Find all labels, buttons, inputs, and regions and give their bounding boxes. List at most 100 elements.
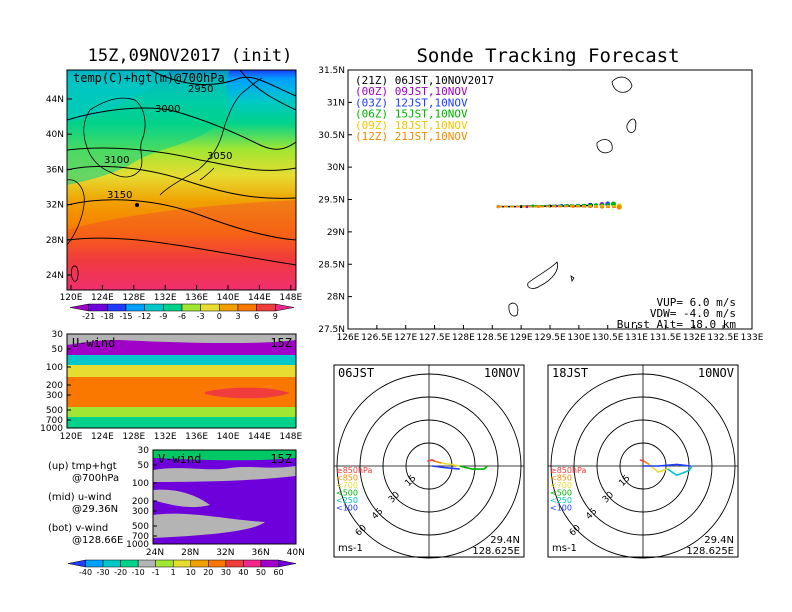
map-lon-label: 124E bbox=[91, 293, 114, 303]
wind-colorbar-label: 50 bbox=[256, 568, 266, 577]
track-legend-entry: (03Z) 12JST,10NOV bbox=[355, 96, 468, 109]
wind-colorbar-swatch bbox=[102, 559, 121, 568]
hodograph-level-legend: <700 bbox=[550, 481, 572, 490]
u-wind-core bbox=[205, 387, 290, 399]
note-bot: (bot) v-wind bbox=[48, 523, 108, 534]
v-wind-gray-2 bbox=[153, 489, 210, 508]
u-wind-lon-label: 148E bbox=[279, 432, 302, 442]
u-wind-pressure-label: 30 bbox=[52, 330, 64, 340]
u-wind-pressure-label: 700 bbox=[46, 416, 63, 426]
sonde-track-point bbox=[536, 205, 540, 209]
map-lon-label: 144E bbox=[248, 293, 271, 303]
track-lat-label: 30.5N bbox=[318, 131, 345, 141]
wind-colorbar-label: 20 bbox=[203, 568, 213, 577]
wind-colorbar-label: 60 bbox=[273, 568, 283, 577]
temperature-colorbar-swatch bbox=[275, 303, 295, 312]
note-bot-level: @128.66E bbox=[72, 535, 123, 546]
wind-colorbar-swatch bbox=[155, 559, 174, 568]
temperature-colorbar-swatch bbox=[256, 303, 276, 312]
sonde-track-point bbox=[525, 205, 529, 209]
wind-colorbar-label: -20 bbox=[114, 568, 127, 577]
map-lat-label: 40N bbox=[46, 130, 64, 140]
track-legend-entry: (00Z) 09JST,10NOV bbox=[355, 85, 468, 98]
temperature-colorbar-label: 3 bbox=[235, 312, 240, 321]
hodograph-wind-trace bbox=[434, 460, 442, 464]
map-lon-label: 136E bbox=[185, 293, 208, 303]
v-wind-lat-label: 28N bbox=[181, 548, 199, 558]
island-okinawa bbox=[508, 302, 519, 317]
sonde-track-point bbox=[600, 205, 604, 209]
temperature-colorbar-label: -18 bbox=[101, 312, 114, 321]
map-frame bbox=[66, 69, 297, 291]
note-up-level: @700hPa bbox=[72, 473, 119, 484]
v-wind-lat-label: 32N bbox=[216, 548, 234, 558]
u-wind-lon-label: 120E bbox=[60, 432, 83, 442]
map-lon-label: 120E bbox=[60, 293, 83, 303]
v-wind-pressure-label: 100 bbox=[132, 479, 149, 489]
temperature-colorbar-label: 9 bbox=[273, 312, 278, 321]
wind-colorbar-swatch bbox=[208, 559, 227, 568]
track-lon-label: 128E bbox=[452, 333, 475, 343]
map-coldest-region bbox=[67, 70, 170, 122]
u-wind-band-surface bbox=[67, 417, 296, 428]
map-lon-label: 128E bbox=[122, 293, 145, 303]
hodograph-level-legend: <100 bbox=[550, 504, 572, 513]
temperature-colorbar-swatch bbox=[69, 303, 89, 312]
note-mid-level: @29.36N bbox=[72, 504, 118, 515]
wind-colorbar-swatch bbox=[225, 559, 244, 568]
hodograph-wind-trace bbox=[431, 465, 460, 470]
height-contour-3000 bbox=[67, 107, 296, 150]
track-lat-label: 29.5N bbox=[318, 196, 345, 206]
wind-colorbar-label: 30 bbox=[221, 568, 231, 577]
u-wind-pressure-label: 1000 bbox=[40, 424, 63, 434]
height-contour-extra-1 bbox=[67, 237, 296, 266]
u-wind-band-lower bbox=[67, 407, 296, 417]
hodograph-date: 10NOV bbox=[484, 366, 520, 380]
v-wind-lat-label: 24N bbox=[146, 548, 164, 558]
wind-colorbar-swatch bbox=[85, 559, 104, 568]
v-wind-pressure-label: 200 bbox=[132, 497, 149, 507]
temperature-colorbar-swatch bbox=[144, 303, 164, 312]
hodograph-level-legend: <250 bbox=[550, 496, 572, 505]
coastline-china bbox=[67, 179, 85, 246]
left-title: 15Z,09NOV2017 (init) bbox=[88, 46, 293, 66]
wind-colorbar-swatch bbox=[243, 559, 262, 568]
hodograph-lat: 29.4N bbox=[704, 535, 734, 546]
height-contour-extra-2 bbox=[239, 70, 296, 111]
hodograph-level-legend: <850 bbox=[336, 474, 358, 483]
track-lon-label: 127E bbox=[394, 333, 417, 343]
temperature-colorbar-swatch bbox=[125, 303, 145, 312]
track-lon-label: 126.5E bbox=[361, 333, 393, 343]
hodograph-level-legend: <100 bbox=[336, 504, 358, 513]
height-contour-3050 bbox=[67, 147, 296, 171]
u-wind-time: 15Z bbox=[270, 336, 292, 350]
track-legend-entry: (21Z) 06JST,10NOV2017 bbox=[355, 74, 494, 87]
temperature-colorbar-swatch bbox=[107, 303, 127, 312]
temperature-colorbar-label: -21 bbox=[82, 312, 95, 321]
wind-colorbar-swatch bbox=[190, 559, 209, 568]
wind-colorbar-swatch bbox=[172, 559, 192, 568]
island-3 bbox=[626, 118, 637, 133]
wind-colorbar-swatch bbox=[137, 559, 156, 568]
track-legend-entry: (09Z) 18JST,10NOV bbox=[355, 119, 468, 132]
track-lon-label: 130E bbox=[567, 333, 590, 343]
hodograph-wind-trace bbox=[648, 463, 668, 474]
sonde-launch-marker bbox=[135, 203, 139, 207]
island-2 bbox=[596, 139, 613, 154]
track-lat-label: 31.5N bbox=[318, 66, 345, 76]
track-lon-label: 130.5E bbox=[592, 333, 624, 343]
v-wind-pressure-label: 700 bbox=[132, 532, 149, 542]
u-wind-pressure-label: 50 bbox=[52, 345, 64, 355]
v-wind-pressure-label: 30 bbox=[138, 446, 150, 456]
map-lat-label: 24N bbox=[46, 271, 64, 281]
island-amami bbox=[527, 261, 559, 289]
hodograph-lon: 128.625E bbox=[686, 546, 734, 557]
track-lon-label: 129.5E bbox=[534, 333, 566, 343]
contour-label-2950: 2950 bbox=[188, 84, 213, 95]
track-lat-label: 31N bbox=[327, 98, 345, 108]
track-lon-label: 127.5E bbox=[419, 333, 451, 343]
track-lon-label: 129E bbox=[510, 333, 533, 343]
hodograph-wind-trace bbox=[643, 463, 691, 467]
hodograph-wind-trace bbox=[459, 465, 488, 470]
